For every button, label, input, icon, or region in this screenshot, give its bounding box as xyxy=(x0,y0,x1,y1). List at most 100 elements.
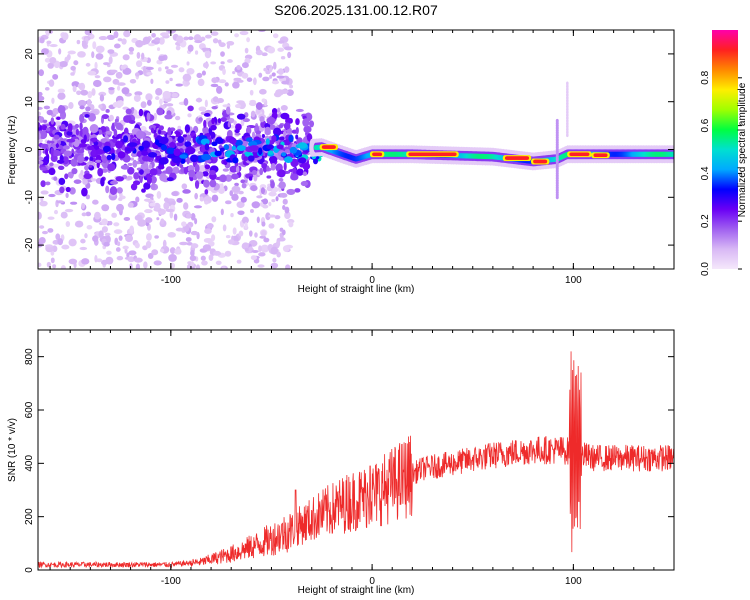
spectrogram-mid-blob xyxy=(105,109,110,113)
spectrogram-mid-blob xyxy=(75,128,80,136)
spectrogram-mid-blob xyxy=(266,116,276,125)
spectrogram-mid-blob xyxy=(38,160,44,165)
spectrogram-noise-blob xyxy=(54,209,58,215)
spectrogram-noise-blob xyxy=(79,246,88,251)
spectrogram-noise-blob xyxy=(145,217,153,224)
spectrogram-noise-blob xyxy=(244,247,249,252)
spectrogram-noise-blob xyxy=(251,249,259,253)
spectrogram-bright-blob xyxy=(138,145,144,151)
spectrogram-xlabel: Height of straight line (km) xyxy=(298,284,415,295)
spectrogram-mid-blob xyxy=(49,162,54,167)
spectrogram-noise-blob xyxy=(238,230,244,237)
spectrogram-noise-blob xyxy=(186,61,190,66)
colorbar-ticks: 0.0 0.2 0.4 0.6 0.8 xyxy=(700,70,742,276)
spectrogram-noise-blob xyxy=(259,88,267,95)
spectrogram-noise-blob xyxy=(246,77,253,82)
spectrogram-bright-blob xyxy=(166,147,176,155)
spectrogram-noise-blob xyxy=(147,252,154,260)
spectrogram-noise-blob xyxy=(50,257,55,264)
spectrogram-mid-blob xyxy=(133,172,140,180)
spectrogram-mid-blob xyxy=(38,156,44,161)
spectrogram-noise-blob xyxy=(126,175,133,181)
spectrogram-noise-blob xyxy=(55,233,61,241)
spectrogram-mid-blob xyxy=(195,171,204,179)
spectrogram-mid-blob xyxy=(64,173,69,180)
spectrogram-noise-blob xyxy=(111,212,117,218)
spectrogram-noise-blob xyxy=(282,204,286,210)
spectrogram-noise-blob xyxy=(165,103,174,107)
spectrogram-noise-blob xyxy=(210,83,219,88)
spectrogram-noise-blob xyxy=(187,113,192,118)
spectrogram-hot-core xyxy=(331,145,336,149)
spectrogram-bright-blob xyxy=(211,141,218,147)
spectrogram-ytick-label: -10 xyxy=(24,190,35,205)
spectrogram-noise-blob xyxy=(177,125,182,131)
spectrogram-noise-blob xyxy=(76,39,81,45)
spectrogram-noise-blob xyxy=(270,262,279,269)
spectrogram-noise-blob xyxy=(156,217,160,221)
spectrogram-mid-blob xyxy=(127,166,135,175)
spectrogram-mid-blob xyxy=(273,127,282,137)
spectrogram-noise-blob xyxy=(169,210,174,219)
spectrogram-mid-blob xyxy=(148,163,153,169)
spectrogram-noise-blob xyxy=(204,99,208,108)
spectrogram-noise-blob xyxy=(49,57,57,64)
spectrogram-mid-blob xyxy=(270,180,275,189)
spectrogram-noise-blob xyxy=(48,193,56,198)
spectrogram-noise-blob xyxy=(280,105,288,111)
spectrogram-noise-blob xyxy=(241,62,249,69)
spectrogram-mid-blob xyxy=(38,148,42,157)
spectrogram-spike-faint xyxy=(566,107,569,112)
spectrogram-noise-blob xyxy=(248,101,257,107)
spectrogram-noise-blob xyxy=(269,74,273,79)
spectrogram-noise-blob xyxy=(201,47,210,51)
spectrogram-mid-blob xyxy=(282,131,287,136)
spectrogram-noise-blob xyxy=(92,41,97,50)
spectrogram-noise-blob xyxy=(101,218,108,226)
spectrogram-noise-blob xyxy=(52,108,59,115)
spectrogram-noise-blob xyxy=(194,192,198,200)
spectrogram-bright-blob xyxy=(281,152,287,157)
spectrogram-noise-blob xyxy=(85,194,91,200)
spectrogram-mid-blob xyxy=(110,180,119,185)
spectrogram-mid-blob xyxy=(68,141,73,147)
spectrogram-hot-core xyxy=(452,152,457,157)
spectrogram-mid-blob xyxy=(146,112,151,121)
spectrogram-noise-blob xyxy=(282,198,288,205)
spectrogram-noise-blob xyxy=(287,51,292,59)
spectrogram-mid-blob xyxy=(75,149,85,154)
spectrogram-noise-blob xyxy=(179,241,188,246)
spectrogram-mid-blob xyxy=(183,167,188,175)
spectrogram-noise-blob xyxy=(227,59,233,63)
spectrogram-mid-blob xyxy=(255,130,262,135)
spectrogram-spike-faint xyxy=(566,121,569,126)
spectrogram-noise-blob xyxy=(85,62,91,67)
snr-ytick-label: 600 xyxy=(24,401,35,418)
spectrogram-noise-blob xyxy=(105,235,111,244)
spectrogram-bright-blob xyxy=(123,135,129,143)
spectrogram-noise-blob xyxy=(171,191,179,197)
spectrogram-noise-blob xyxy=(277,47,285,52)
spectrogram-noise-blob xyxy=(251,201,261,209)
spectrogram-noise-blob xyxy=(225,235,231,239)
spectrogram-mid-blob xyxy=(83,173,93,180)
spectrogram-noise-blob xyxy=(159,98,163,106)
spectrogram-noise-blob xyxy=(254,232,258,238)
spectrogram-noise-blob xyxy=(122,245,129,250)
spectrogram-noise-blob xyxy=(225,200,232,205)
spectrogram-noise-blob xyxy=(59,61,68,68)
spectrogram-noise-blob xyxy=(158,55,166,62)
spectrogram-noise-blob xyxy=(277,107,281,113)
spectrogram-noise-blob xyxy=(277,68,284,75)
spectrogram-noise-blob xyxy=(155,88,163,96)
spectrogram-noise-blob xyxy=(135,60,143,68)
spectrogram-noise-blob xyxy=(113,222,120,227)
spectrogram-noise-blob xyxy=(91,88,96,96)
spectrogram-noise-blob xyxy=(110,69,118,74)
spectrogram-bright-blob xyxy=(147,152,158,158)
spectrogram-noise-blob xyxy=(271,80,280,85)
spectrogram-noise-blob xyxy=(135,39,144,48)
spectrogram-noise-blob xyxy=(227,239,235,245)
spectrogram-mid-blob xyxy=(83,134,87,142)
spectrogram-noise-blob xyxy=(117,100,124,107)
